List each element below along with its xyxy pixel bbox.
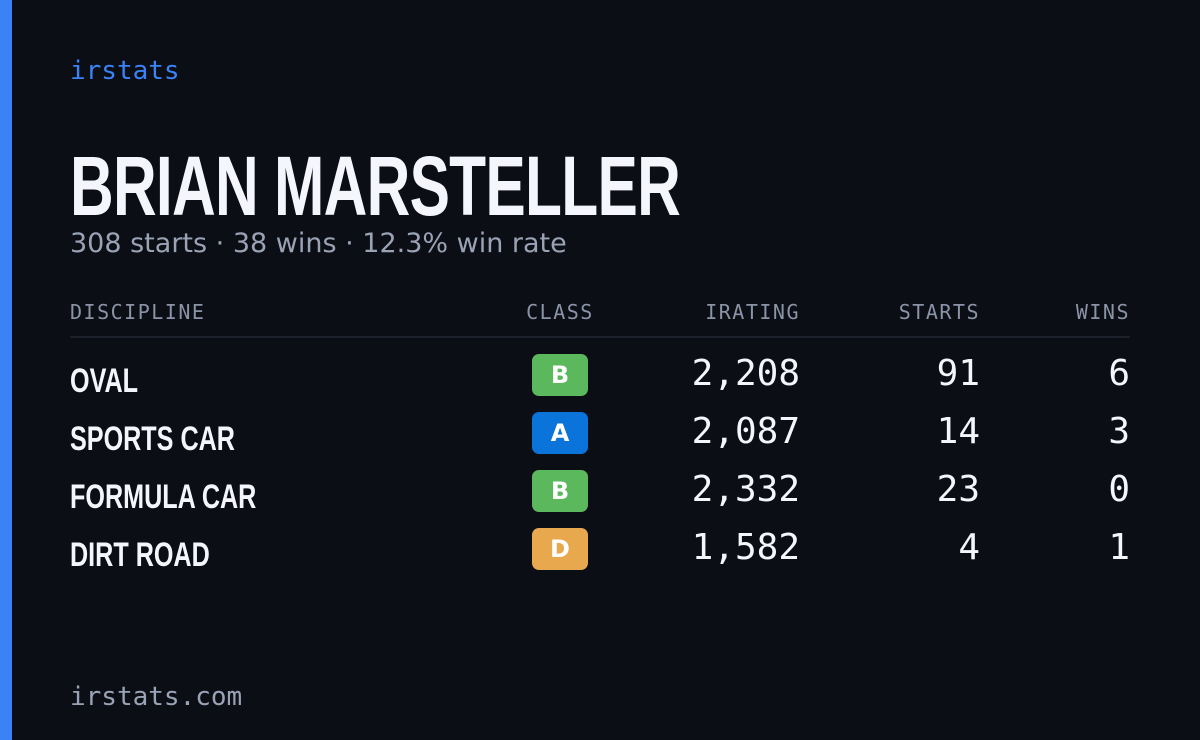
- header-rule: [70, 336, 1130, 338]
- starts: 14: [936, 411, 980, 452]
- discipline: DIRT ROAD: [70, 536, 210, 574]
- discipline: SPORTS CAR: [70, 420, 235, 458]
- column-header: WINS: [1075, 300, 1130, 324]
- starts: 23: [936, 469, 980, 510]
- wins: 3: [1108, 411, 1130, 452]
- class-badge: A: [532, 412, 588, 454]
- irating: 1,582: [691, 527, 800, 568]
- column-header: DISCIPLINE: [70, 300, 206, 324]
- starts: 91: [936, 353, 980, 394]
- column-header: STARTS: [898, 300, 980, 324]
- starts: 4: [958, 527, 980, 568]
- footer: irstats.com: [70, 682, 243, 712]
- accent-bar: [0, 0, 12, 740]
- column-header: CLASS: [526, 300, 594, 324]
- discipline: OVAL: [70, 362, 139, 400]
- irating: 2,087: [691, 411, 800, 452]
- driver-name: BRIAN MARSTELLER: [70, 139, 681, 233]
- class-badge: B: [532, 354, 588, 396]
- class-badge: B: [532, 470, 588, 512]
- wins: 0: [1108, 469, 1130, 510]
- summary: 308 starts · 38 wins · 12.3% win rate: [70, 228, 567, 259]
- discipline: FORMULA CAR: [70, 478, 257, 516]
- class-badge: D: [532, 528, 588, 570]
- wins: 1: [1108, 527, 1130, 568]
- irating: 2,208: [691, 353, 800, 394]
- wins: 6: [1108, 353, 1130, 394]
- irating: 2,332: [691, 469, 800, 510]
- column-header: IRATING: [705, 300, 800, 324]
- brand: irstats: [70, 56, 180, 86]
